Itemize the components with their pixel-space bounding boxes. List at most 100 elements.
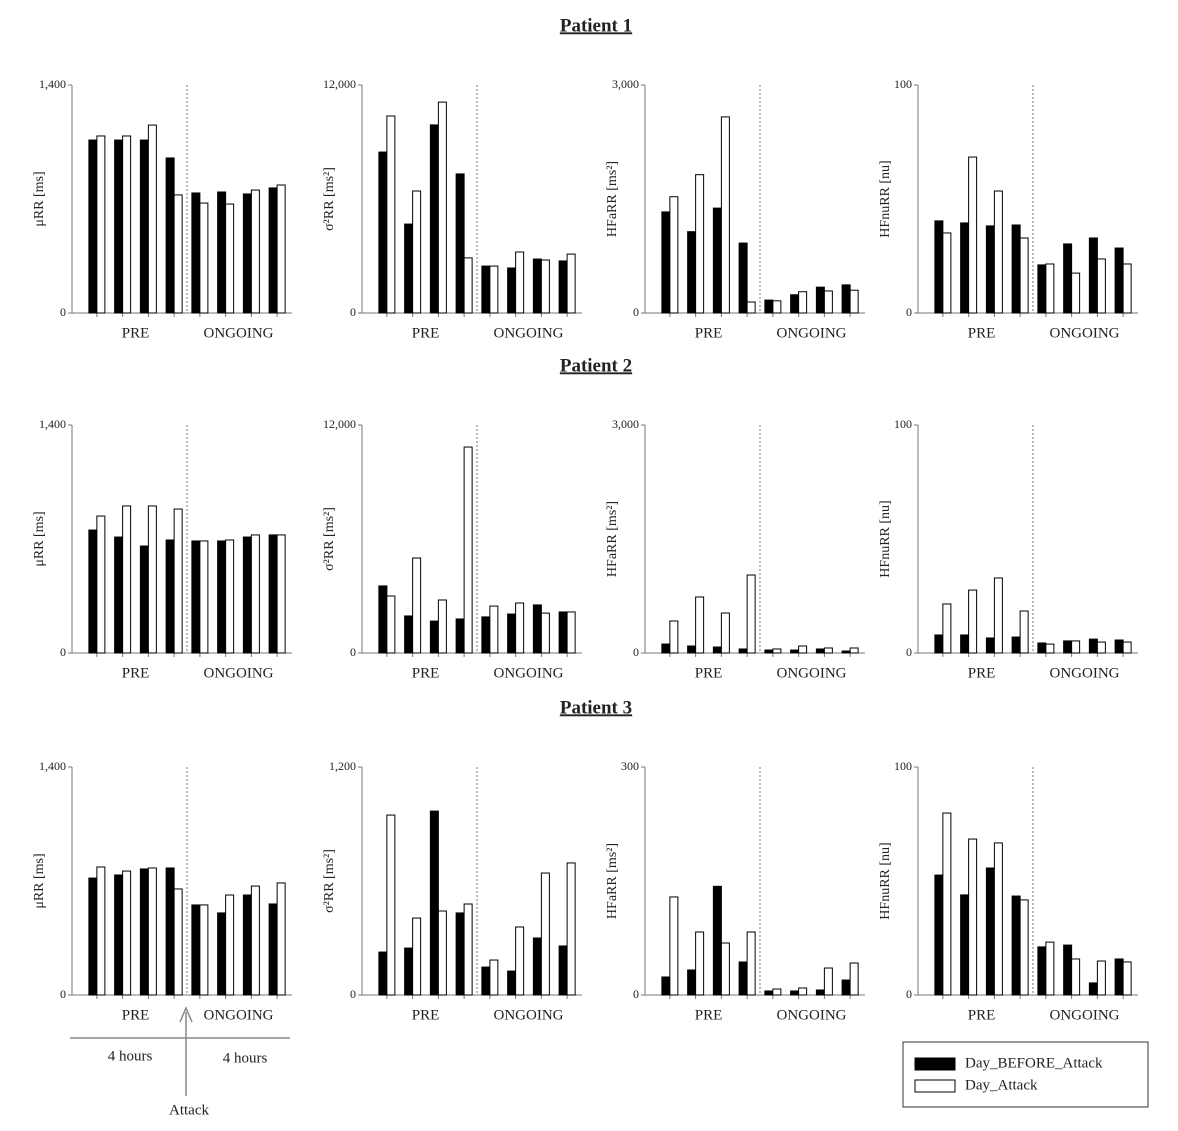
bar (386, 814, 396, 996)
bar (191, 192, 201, 314)
y-tick-label: 100 (894, 77, 912, 91)
bar (268, 187, 278, 314)
bar (695, 931, 705, 996)
y-tick-label: 1,400 (39, 417, 66, 431)
group-label: ONGOING (494, 1007, 564, 1023)
group-label: ONGOING (204, 325, 274, 341)
bar (455, 618, 465, 654)
bar (669, 620, 679, 654)
bar (122, 870, 132, 996)
bar (165, 157, 175, 314)
y-axis-label: HFaRR [ms²] (605, 161, 620, 237)
group-label: ONGOING (204, 665, 274, 681)
bar (815, 989, 825, 996)
legend-swatch (914, 1079, 956, 1093)
bar (661, 976, 671, 996)
y-tick-label: 100 (894, 759, 912, 773)
bar (815, 286, 825, 314)
bar (96, 135, 106, 314)
bar (173, 888, 183, 996)
bar (1122, 961, 1132, 996)
patient-title: Patient 2 (560, 355, 632, 376)
bar (540, 872, 550, 996)
bar (687, 969, 697, 996)
bar (250, 189, 260, 314)
bar (268, 534, 278, 654)
group-label: ONGOING (777, 1007, 847, 1023)
bar (993, 577, 1003, 654)
bar (88, 877, 98, 996)
bar (746, 301, 756, 314)
bar (199, 202, 209, 314)
bar (455, 912, 465, 996)
y-tick-label: 0 (906, 645, 912, 659)
group-label: ONGOING (494, 665, 564, 681)
bar (481, 265, 491, 314)
bar (934, 634, 944, 654)
bar (993, 190, 1003, 314)
bar (1045, 643, 1055, 654)
group-label: PRE (122, 1007, 150, 1023)
y-tick-label: 0 (60, 645, 66, 659)
y-axis-label: σ²RR [ms²] (322, 167, 337, 231)
bar (96, 866, 106, 996)
bar (147, 505, 157, 654)
bar (242, 894, 252, 996)
bar (532, 937, 542, 996)
bar (985, 867, 995, 996)
bar (386, 115, 396, 314)
bar (772, 300, 782, 314)
y-axis-label: σ²RR [ms²] (322, 507, 337, 571)
y-tick-label: 0 (633, 987, 639, 1001)
bar (481, 616, 491, 654)
y-tick-label: 0 (350, 987, 356, 1001)
y-tick-label: 0 (350, 645, 356, 659)
bar (849, 962, 859, 996)
bar (942, 812, 952, 996)
y-tick-label: 0 (350, 305, 356, 319)
bar (429, 810, 439, 996)
group-label: ONGOING (777, 665, 847, 681)
bar (199, 540, 209, 654)
group-label: PRE (968, 665, 996, 681)
y-tick-label: 12,000 (323, 417, 356, 431)
bar (378, 585, 388, 654)
bar (687, 645, 697, 654)
bar (489, 605, 499, 654)
bar (429, 124, 439, 314)
legend-label: Day_Attack (965, 1077, 1038, 1093)
bar (661, 643, 671, 654)
bar (225, 203, 235, 314)
legend (902, 1041, 1149, 1108)
bar (242, 536, 252, 654)
bar (429, 620, 439, 654)
bar (437, 599, 447, 654)
bar (669, 896, 679, 996)
bar (540, 259, 550, 314)
bar (687, 231, 697, 314)
span-label: 4 hours (223, 1050, 268, 1066)
bar (532, 604, 542, 654)
bar (1096, 258, 1106, 314)
bar (378, 151, 388, 314)
bar (404, 947, 414, 996)
bar (481, 966, 491, 996)
bar (985, 225, 995, 314)
bar (515, 251, 525, 314)
bar (1122, 263, 1132, 314)
bar (566, 253, 576, 314)
bar (114, 874, 124, 996)
bar (1063, 640, 1073, 654)
bar (250, 885, 260, 996)
bar (798, 987, 808, 996)
bar (695, 596, 705, 654)
bar (968, 589, 978, 654)
y-tick-label: 0 (906, 987, 912, 1001)
group-label: ONGOING (204, 1007, 274, 1023)
y-axis-label: HFaRR [ms²] (605, 501, 620, 577)
bar (1114, 958, 1124, 996)
bar (173, 194, 183, 314)
y-tick-label: 100 (894, 417, 912, 431)
bar (746, 931, 756, 996)
bar (412, 190, 422, 314)
